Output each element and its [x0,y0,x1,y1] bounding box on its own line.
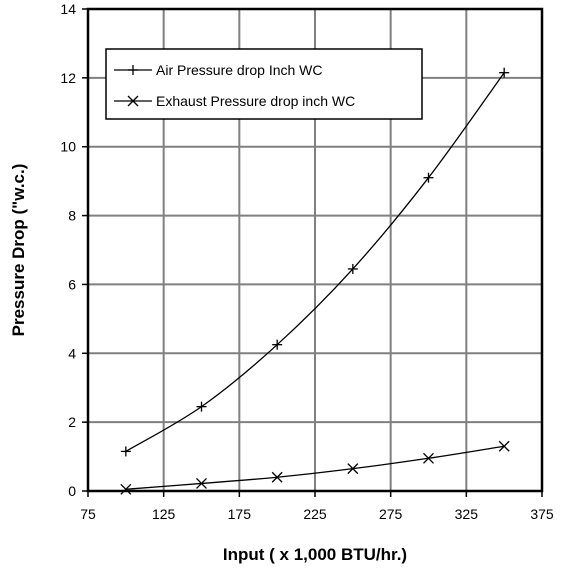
data-point [347,463,359,475]
y-axis-title: Pressure Drop ("w.c.) [9,164,28,337]
x-tick-label: 125 [152,506,176,522]
y-tick-label: 12 [60,70,76,86]
y-tick-label: 0 [68,483,76,499]
data-point [120,446,131,457]
x-tick-label: 225 [303,506,327,522]
y-tick-label: 14 [60,1,76,17]
legend-label-air: Air Pressure drop Inch WC [156,62,323,78]
series-line [125,445,505,490]
x-axis-title: Input ( x 1,000 BTU/hr.) [223,545,407,564]
data-point [196,401,207,412]
series-layer [120,67,510,495]
data-point [271,471,283,483]
series-line [125,72,505,452]
data-point [423,172,434,183]
x-tick-label: 325 [455,506,479,522]
x-tick-label: 75 [80,506,96,522]
legend-cross-marker [127,95,139,107]
y-tick-label: 2 [68,414,76,430]
legend-plus-marker [128,65,138,75]
legend-box [105,48,423,120]
data-point [347,263,358,274]
x-tick-label: 375 [530,506,554,522]
y-tick-label: 6 [68,276,76,292]
legend: Air Pressure drop Inch WC Exhaust Pressu… [105,48,423,120]
x-tick-label: 175 [228,506,252,522]
data-point [196,477,207,489]
legend-label-exhaust: Exhaust Pressure drop inch WC [156,93,355,109]
axis-ticks: 75 125 175 225 275 325 375 0 2 4 6 8 10 12 14 [60,1,553,522]
series-exhaust [120,440,510,495]
series-air [120,67,510,457]
x-tick-label: 275 [379,506,403,522]
data-point [272,339,283,350]
y-tick-label: 4 [68,345,76,361]
data-point [120,483,132,495]
y-tick-label: 10 [60,139,76,155]
y-tick-label: 8 [68,208,76,224]
data-point [498,440,510,452]
data-point [423,452,434,464]
data-point [499,67,510,78]
